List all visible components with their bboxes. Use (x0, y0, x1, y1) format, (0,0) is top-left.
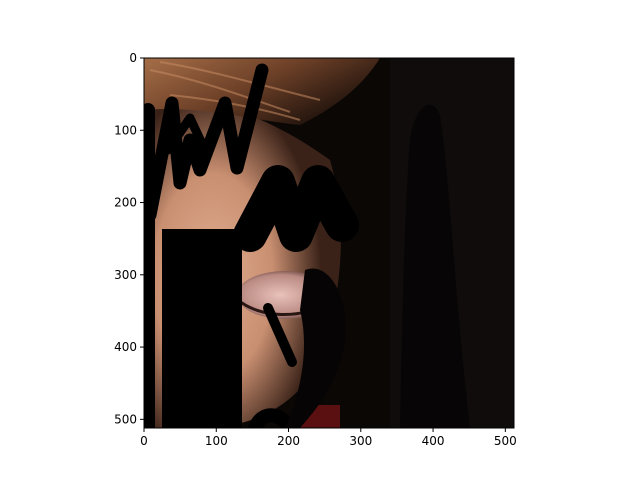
y-axis-ticks: 0 100 200 300 400 500 (114, 51, 144, 426)
x-tick-label: 300 (349, 434, 372, 448)
y-tick-label: 200 (114, 196, 137, 210)
x-tick-label: 100 (205, 434, 228, 448)
mask-zigzag-inner (163, 113, 210, 155)
mask-right-arch (400, 104, 470, 428)
mask-strokes (144, 63, 359, 428)
y-tick-label: 500 (114, 412, 137, 426)
x-tick-label: 400 (422, 434, 445, 448)
y-tick-label: 400 (114, 340, 137, 354)
x-tick-label: 0 (140, 434, 148, 448)
y-tick-label: 300 (114, 268, 137, 282)
mask-zigzag-top (144, 63, 269, 222)
x-tick-label: 200 (277, 434, 300, 448)
axes-frame (143, 57, 515, 429)
mask-dark-blob (285, 268, 346, 428)
y-tick-label: 100 (114, 123, 137, 137)
mask-eye-diagonal (263, 303, 297, 367)
x-axis-ticks: 0 100 200 300 400 500 (140, 428, 517, 448)
mask-m-shape (233, 165, 359, 252)
y-tick-label: 0 (129, 51, 137, 65)
photo-hair-strands (149, 61, 321, 121)
photo-image (144, 58, 514, 428)
mask-rectangle (162, 229, 242, 428)
x-tick-label: 500 (494, 434, 517, 448)
